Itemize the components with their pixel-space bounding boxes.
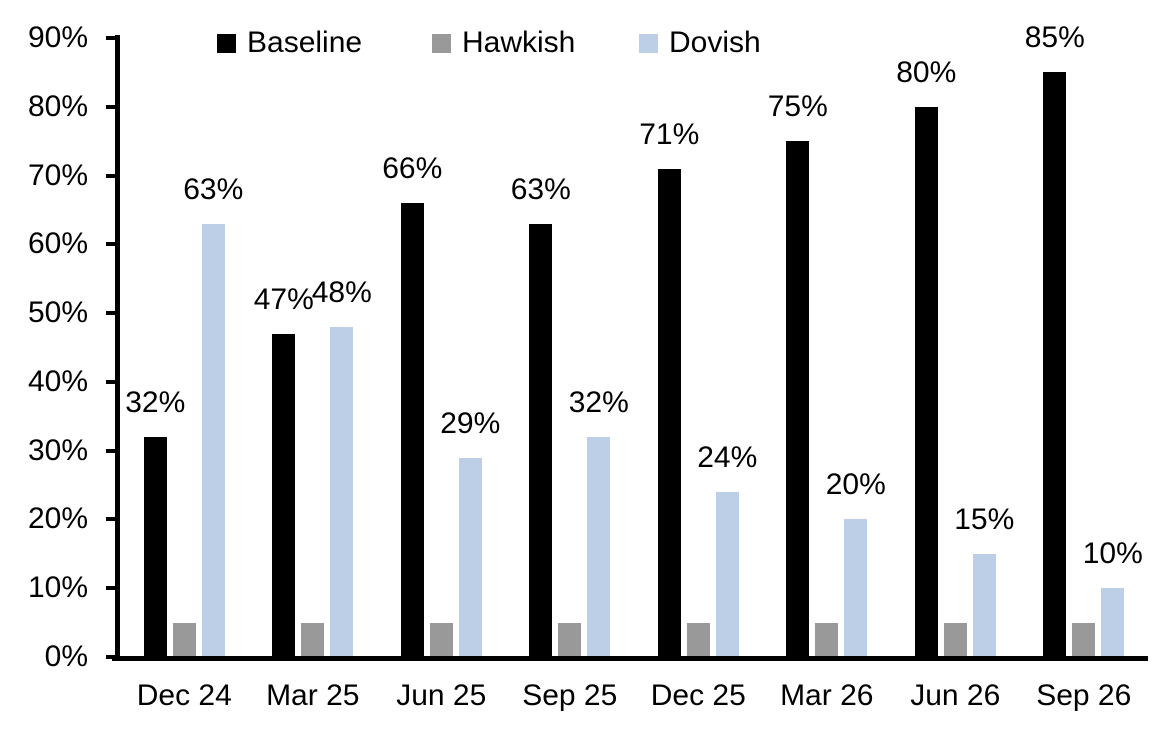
y-axis-tick: [106, 36, 115, 40]
baseline-data-label: 85%: [1024, 21, 1085, 55]
dovish-data-label: 10%: [1082, 537, 1143, 571]
legend-item-baseline: Baseline: [217, 27, 362, 59]
y-axis-tick-label: 40%: [27, 364, 88, 398]
hawkish-bar: [301, 622, 325, 657]
baseline-data-label: 80%: [896, 55, 957, 89]
baseline-bar: [657, 168, 681, 657]
y-axis-tick: [106, 655, 115, 659]
legend-item-hawkish: Hawkish: [432, 27, 575, 59]
x-axis-category-label: Sep 26: [1036, 679, 1132, 712]
y-axis-tick: [106, 517, 115, 522]
y-axis-tick: [106, 379, 115, 384]
baseline-bar: [1043, 72, 1067, 657]
hawkish-bar: [815, 622, 839, 657]
dovish-data-label: 48%: [311, 275, 372, 309]
baseline-bar: [914, 106, 938, 657]
y-axis-tick-label: 70%: [27, 158, 88, 192]
baseline-data-label: 75%: [767, 90, 828, 124]
y-axis-tick: [106, 586, 115, 591]
y-axis-tick: [106, 311, 115, 316]
dovish-bar: [330, 326, 354, 657]
dovish-bar: [1101, 588, 1125, 657]
baseline-data-label: 66%: [382, 152, 443, 186]
x-axis-category-label: Dec 24: [136, 679, 232, 712]
hawkish-bar: [172, 622, 196, 657]
baseline-bar: [529, 223, 553, 657]
hawkish-bar: [1072, 622, 1096, 657]
x-axis-category-label: Mar 26: [780, 679, 874, 712]
hawkish-bar: [558, 622, 582, 657]
hawkish-bar: [429, 622, 453, 657]
baseline-bar: [143, 436, 167, 657]
dovish-bar: [844, 519, 868, 657]
y-axis-tick-label: 90%: [27, 21, 88, 54]
x-axis-category-label: Sep 25: [522, 679, 618, 712]
x-axis-category-label: Jun 26: [910, 679, 1001, 712]
dovish-data-label: 15%: [954, 502, 1015, 536]
dovish-bar: [587, 436, 611, 657]
y-axis-tick-label: 30%: [27, 433, 88, 467]
y-axis-tick-label: 10%: [27, 571, 88, 605]
baseline-data-label: 32%: [125, 385, 186, 419]
y-axis-tick-label: 20%: [27, 502, 88, 536]
baseline-swatch-icon: [217, 33, 236, 53]
baseline-data-label: 71%: [639, 117, 700, 151]
plot-area: 32% 63% 47% 48% 66% 29% 63% 32% 71% 24% 75% 20% 80% 1…: [120, 22, 1148, 657]
dovish-bar: [715, 491, 739, 657]
y-axis-line: [115, 35, 120, 661]
dovish-data-label: 24%: [697, 440, 758, 474]
dovish-bar: [458, 457, 482, 657]
dovish-data-label: 32%: [568, 385, 629, 419]
y-axis-tick: [106, 104, 115, 109]
legend-label-baseline: Baseline: [247, 26, 363, 59]
y-axis-tick-label: 0%: [44, 640, 88, 673]
y-axis-tick-label: 50%: [27, 296, 88, 330]
legend-label-dovish: Dovish: [669, 26, 761, 59]
x-axis-category-label: Dec 25: [650, 679, 746, 712]
dovish-data-label: 20%: [825, 468, 886, 502]
baseline-data-label: 47%: [253, 282, 314, 316]
baseline-data-label: 63%: [510, 172, 571, 206]
y-axis-tick: [106, 242, 115, 247]
dovish-swatch-icon: [639, 33, 658, 53]
x-axis-line: [112, 656, 1148, 661]
hawkish-bar: [943, 622, 967, 657]
y-axis-tick: [106, 173, 115, 178]
legend-item-dovish: Dovish: [639, 27, 761, 59]
dovish-data-label: 29%: [440, 406, 501, 440]
baseline-bar: [786, 141, 810, 657]
y-axis-tick: [106, 448, 115, 453]
hawkish-swatch-icon: [432, 33, 451, 53]
y-axis-tick-label: 60%: [27, 227, 88, 261]
y-axis-tick-label: 80%: [27, 89, 88, 123]
dovish-bar: [201, 223, 225, 657]
dovish-bar: [972, 553, 996, 657]
hawkish-bar: [686, 622, 710, 657]
x-axis-category-label: Mar 25: [266, 679, 360, 712]
x-axis-category-label: Jun 25: [396, 679, 487, 712]
dovish-data-label: 63%: [183, 172, 244, 206]
baseline-bar: [272, 333, 296, 657]
baseline-bar: [400, 203, 424, 657]
legend-label-hawkish: Hawkish: [462, 26, 576, 59]
